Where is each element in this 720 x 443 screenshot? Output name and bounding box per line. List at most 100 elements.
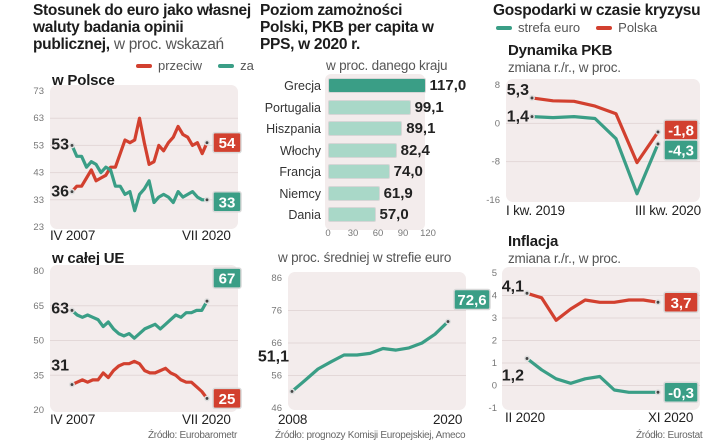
bar-category-label: Niemcy xyxy=(279,186,321,201)
bar-category-label: Francja xyxy=(279,165,321,179)
y-tick-label: -1 xyxy=(489,403,497,414)
data-point-endpoint xyxy=(529,113,535,120)
data-point-endpoint xyxy=(69,381,75,388)
y-tick-label: 80 xyxy=(33,266,44,277)
start-value-label: 4,1 xyxy=(502,278,524,295)
x-tick-label: 0 xyxy=(325,228,331,239)
data-point-endpoint xyxy=(204,139,210,146)
y-tick-label: 33 xyxy=(33,195,44,206)
chart-vs-x-start: 2008 xyxy=(278,412,308,427)
panel1-title: Stosunek do euro jako własnej waluty bad… xyxy=(33,2,253,53)
chart-vs-eurozone-unit: w proc. średniej w strefie euro xyxy=(278,250,452,265)
panel2-source: Źródło: prognozy Komisji Europejskiej, A… xyxy=(275,430,466,441)
chart-inflation-title: Inflacja xyxy=(508,233,559,250)
y-tick-label: 43 xyxy=(33,168,44,179)
chart-poland-x-start: IV 2007 xyxy=(50,228,96,243)
end-value-label: 3,7 xyxy=(671,295,692,312)
legend-swatch-strefa-euro xyxy=(496,25,512,30)
chart-gdp-ppp-unit: w proc. danego kraju xyxy=(326,58,448,73)
chart-inflation-x-end: XI 2020 xyxy=(648,410,694,425)
chart-poland-x-end: VII 2020 xyxy=(182,228,231,243)
y-tick-label: 8 xyxy=(495,80,500,91)
y-tick-label: 5 xyxy=(492,268,497,279)
end-value-badge xyxy=(212,131,242,154)
panel1-legend: przeciw za xyxy=(136,58,254,73)
end-value-badge xyxy=(212,191,242,213)
plot-background xyxy=(506,79,700,202)
y-tick-label: 0 xyxy=(492,381,497,392)
start-value-label: 31 xyxy=(51,358,69,375)
series-line-za xyxy=(70,299,209,340)
bar-category-label: Hiszpania xyxy=(266,122,321,136)
panel3-source: Źródło: Eurostat xyxy=(636,430,703,441)
data-point-endpoint xyxy=(524,355,530,362)
start-value-label: 1,2 xyxy=(502,368,524,385)
x-tick-label: 90 xyxy=(397,228,409,239)
series-line-przeciw xyxy=(70,116,209,194)
start-value-label: 36 xyxy=(51,184,69,201)
end-value-label: -4,3 xyxy=(668,142,694,159)
y-tick-label: 65 xyxy=(33,301,44,312)
series-line-Polska xyxy=(530,96,660,165)
chart-gdp-dynamics-title: Dynamika PKB xyxy=(508,42,613,59)
data-point-endpoint xyxy=(204,395,210,402)
bar-dania xyxy=(328,207,376,222)
panel1-source: Źródło: Eurobarometr xyxy=(148,430,238,441)
y-tick-label: 23 xyxy=(33,222,44,233)
y-tick-label: 46 xyxy=(271,403,282,414)
y-tick-label: 3 xyxy=(492,313,497,324)
y-tick-label: -8 xyxy=(492,157,500,168)
panel3-title: Gospodarki w czasie kryzysu xyxy=(493,2,701,19)
y-tick-label: -16 xyxy=(486,195,500,206)
y-tick-label: 63 xyxy=(33,113,44,124)
chart-inflation-unit: zmiana r./r., w proc. xyxy=(508,251,621,266)
bar-category-label: Grecja xyxy=(284,79,321,93)
data-point-endpoint xyxy=(529,94,535,101)
y-tick-label: 1 xyxy=(492,358,497,369)
bar-grecja xyxy=(328,78,426,93)
y-tick-label: 56 xyxy=(271,371,282,382)
chart-eu-x-end: VII 2020 xyxy=(182,412,231,427)
bar-value-label: 117,0 xyxy=(429,77,467,94)
end-value-badge xyxy=(212,267,242,289)
series-line-strefa-euro xyxy=(530,114,660,196)
legend-swatch-za xyxy=(218,63,235,68)
end-value-label: -0,3 xyxy=(668,385,694,402)
series-line-Polska xyxy=(290,320,450,393)
chart-eu-title: w całej UE xyxy=(52,250,125,267)
chart-gdp-dynamics-unit: zmiana r./r., w proc. xyxy=(508,60,621,75)
end-value-label: 54 xyxy=(219,135,236,152)
bar-category-label: Włochy xyxy=(280,143,321,158)
chart-gdp-ppp: Grecja 117,0 Portugalia 99,1 Hiszpania 89,1 Wł… xyxy=(250,74,470,244)
chart-poland-title: w Polsce xyxy=(52,72,115,89)
data-point-endpoint xyxy=(204,196,210,203)
bar-włochy xyxy=(328,142,397,158)
data-point-endpoint xyxy=(655,299,661,306)
legend-label-polska: Polska xyxy=(618,20,658,35)
start-value-label: 1,4 xyxy=(507,109,529,126)
y-tick-label: 4 xyxy=(492,291,497,302)
end-value-label: 67 xyxy=(219,271,236,288)
y-tick-label: 86 xyxy=(271,273,282,284)
y-tick-label: 73 xyxy=(33,86,44,97)
data-point-endpoint xyxy=(69,307,75,314)
data-point-endpoint xyxy=(69,188,75,195)
bar-portugalia xyxy=(328,99,411,115)
bar-category-label: Dania xyxy=(288,208,321,222)
end-value-badge xyxy=(663,291,699,313)
y-tick-label: 20 xyxy=(33,405,44,416)
panel3-legend: strefa euro Polska xyxy=(496,20,657,35)
series-line-za xyxy=(70,143,209,213)
panel2-title: Poziom zamożności Polski, PKB per capita… xyxy=(260,2,434,53)
data-point-endpoint xyxy=(289,388,295,395)
end-value-label: -1,8 xyxy=(668,122,694,139)
bar-francja xyxy=(328,164,390,179)
data-point-endpoint xyxy=(655,129,661,135)
bar-value-label: 99,1 xyxy=(414,98,444,116)
panel1-title-light: w proc. wskazań xyxy=(113,36,224,53)
end-value-badge xyxy=(663,139,699,161)
data-point-endpoint xyxy=(445,318,451,325)
data-point-endpoint xyxy=(655,389,661,396)
